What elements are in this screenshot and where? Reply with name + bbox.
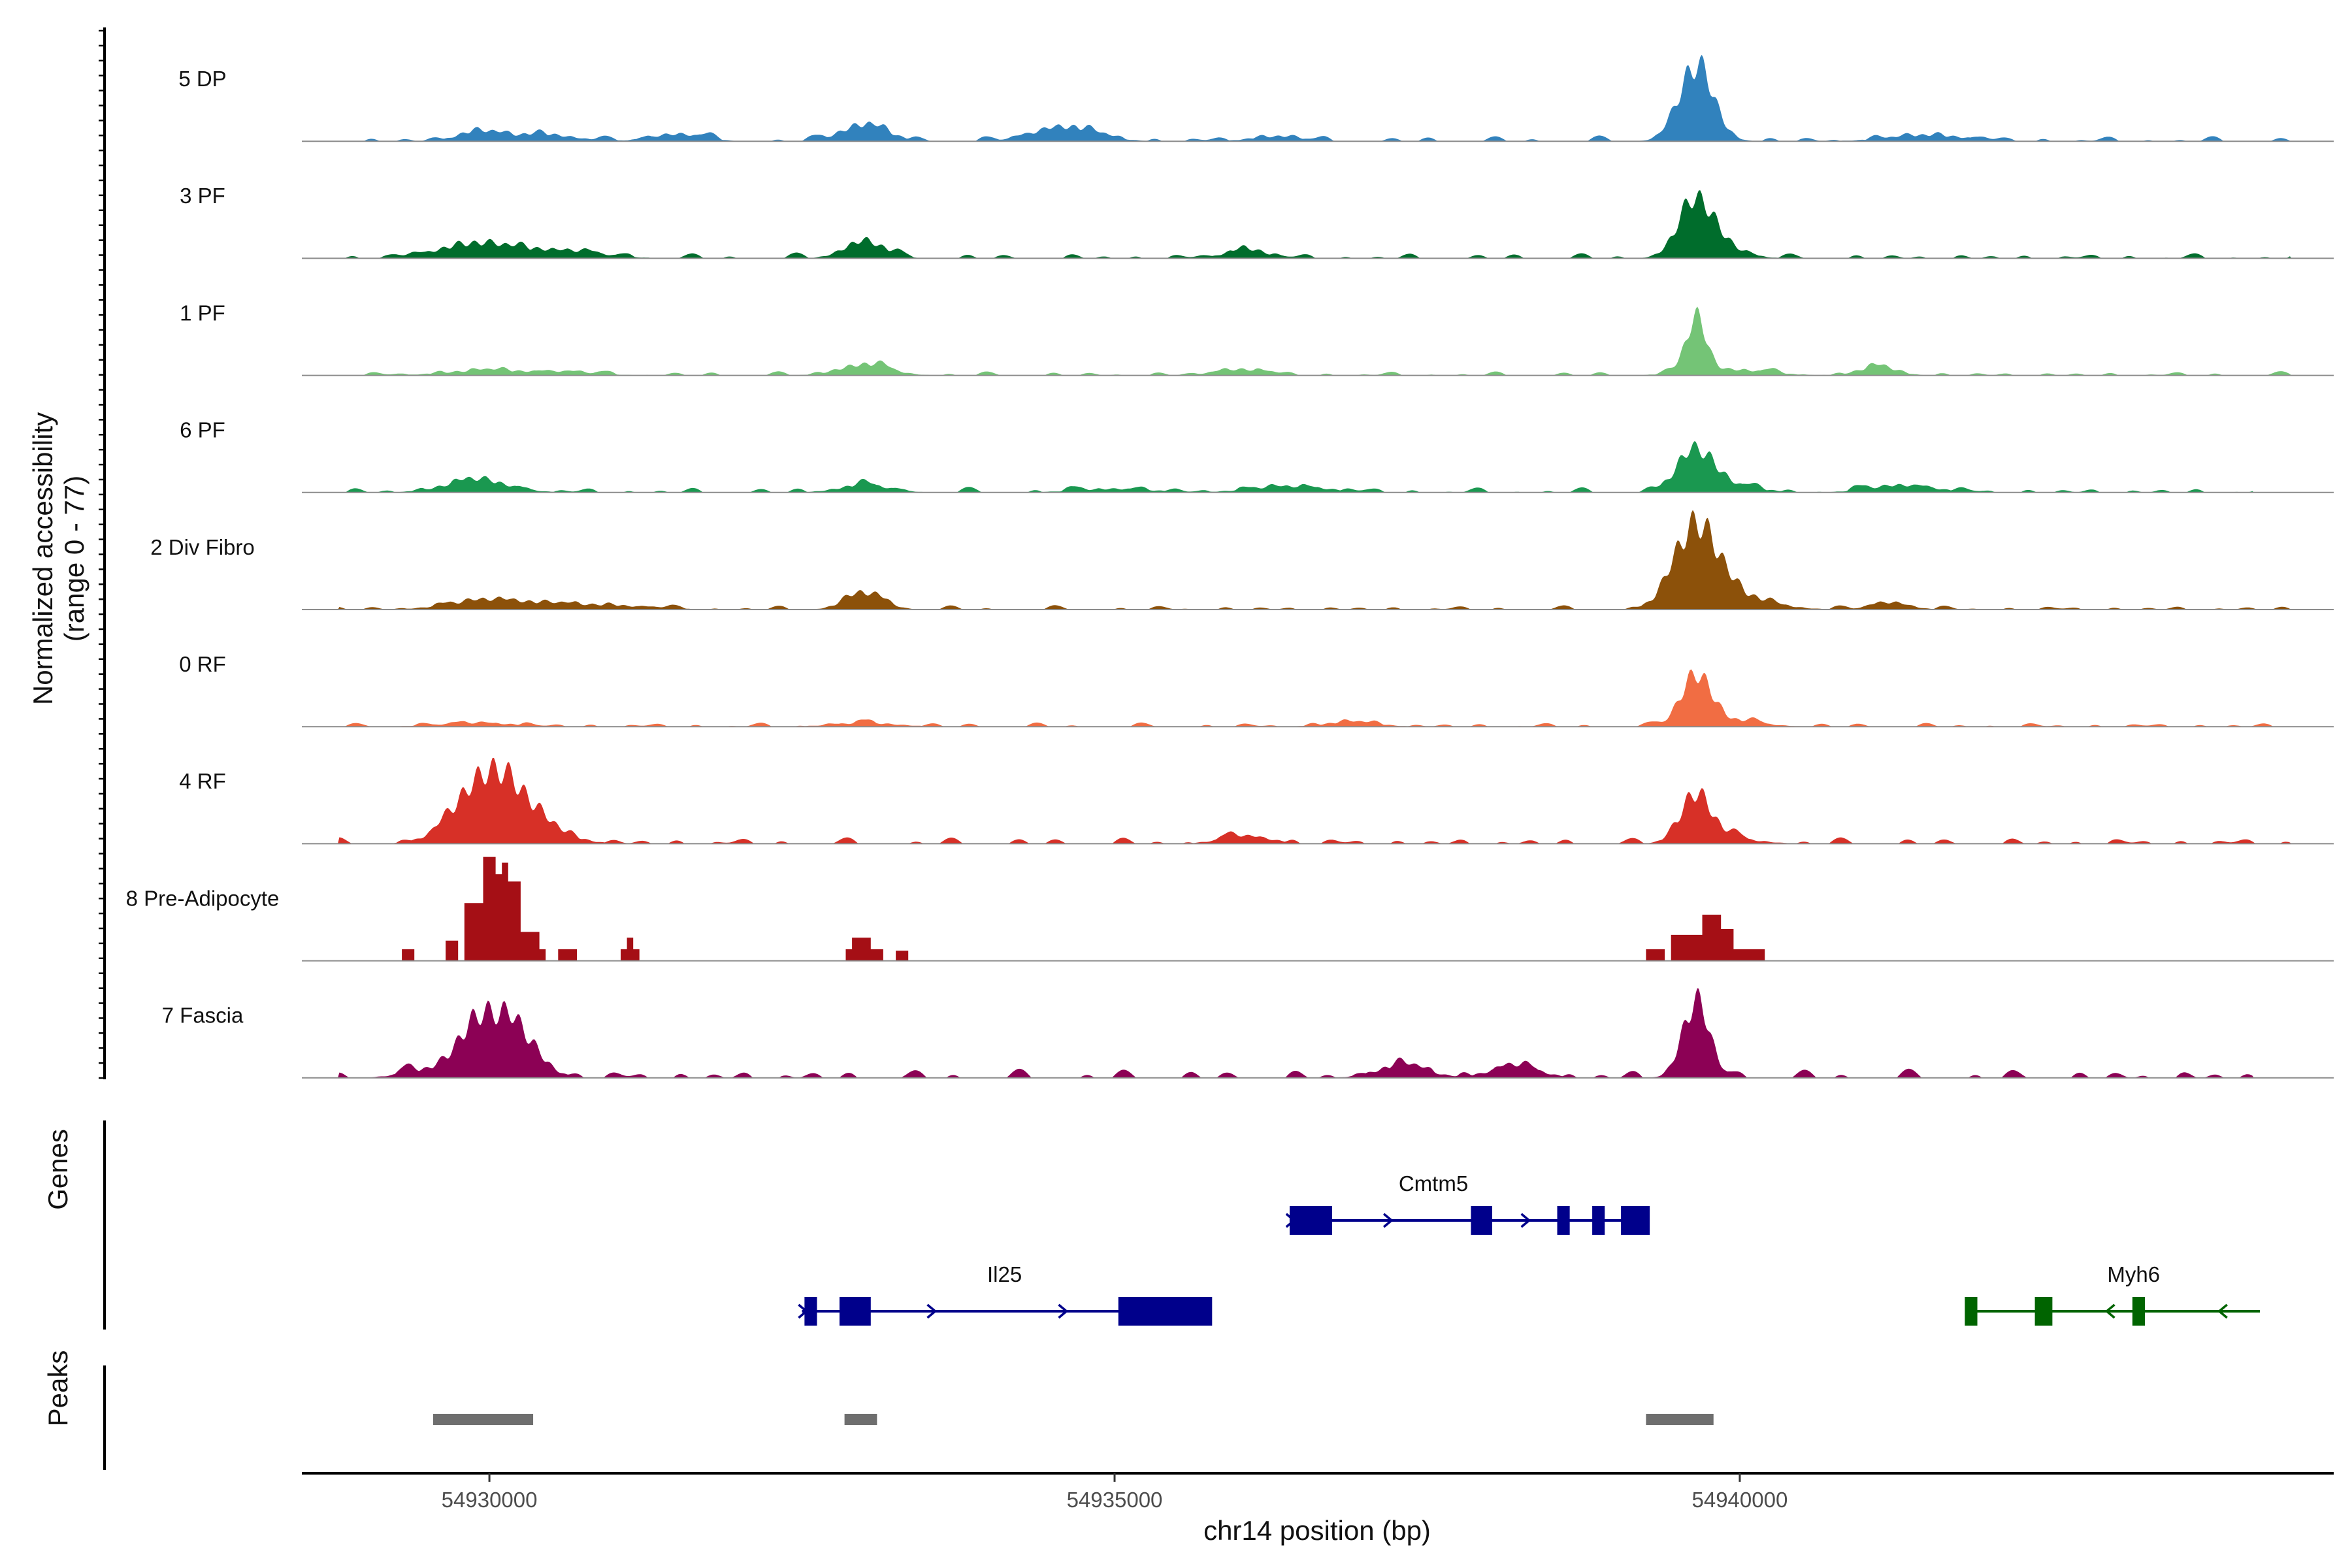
track-label: 6 PF: [180, 418, 225, 442]
track-6-pf: 6 PF: [180, 418, 2334, 493]
gene-exon: [1289, 1206, 1333, 1235]
coverage-tracks: 5 DP 3 PF 1 PF 6 PF 2 Div Fibro 0 RF 4 RF 8 Pre…: [126, 54, 2334, 1079]
track-label: 4 RF: [179, 769, 226, 793]
coverage-area: [302, 757, 2334, 844]
gene-exon: [1557, 1206, 1570, 1235]
track-2-div-fibro: 2 Div Fibro: [150, 510, 2334, 610]
gene-exon: [1965, 1297, 1978, 1326]
strand-arrow: [798, 1303, 809, 1319]
coverage-area: [302, 54, 2334, 142]
coverage-area: [402, 857, 1765, 961]
coverage-area: [302, 988, 2334, 1078]
gene-exon: [1592, 1206, 1605, 1235]
strand-arrow: [2217, 1303, 2228, 1319]
strand-arrow: [2104, 1303, 2115, 1319]
gene-name: Il25: [987, 1262, 1022, 1286]
gene-exon: [2034, 1297, 2053, 1326]
y-axis-title: Normalized accessibility (range 0 - 77): [27, 412, 90, 705]
gene-name: Cmtm5: [1399, 1171, 1468, 1196]
peak-region: [433, 1414, 534, 1425]
strand-arrow: [926, 1303, 938, 1319]
x-axis: 54930000 54935000 54940000 chr14 position …: [302, 1472, 2334, 1546]
strand-arrow: [1382, 1213, 1394, 1228]
x-tick-label: 54930000: [442, 1488, 538, 1512]
gene-exon: [2132, 1297, 2146, 1326]
track-8-pre-adipocyte: 8 Pre-Adipocyte: [126, 857, 2334, 962]
coverage-y-axis: [99, 27, 106, 1079]
peak-region: [1646, 1414, 1714, 1425]
track-label: 2 Div Fibro: [150, 535, 255, 559]
track-label: 8 Pre-Adipocyte: [126, 886, 280, 910]
track-label: 0 RF: [179, 652, 226, 676]
coverage-area: [302, 510, 2334, 610]
track-label: 5 DP: [178, 67, 226, 91]
peaks-panel: Peaks: [42, 1350, 1714, 1470]
gene-il25: Il25: [798, 1262, 1213, 1326]
track-4-rf: 4 RF: [179, 757, 2334, 845]
peaks-panel-title: Peaks: [42, 1350, 73, 1427]
peak-region: [844, 1414, 877, 1425]
strand-arrow: [1285, 1213, 1296, 1228]
peak-regions: [433, 1414, 1714, 1425]
track-5-dp: 5 DP: [178, 54, 2334, 142]
gene-exon: [1621, 1206, 1650, 1235]
gene-exon: [839, 1297, 871, 1326]
y-axis-title-line1: Normalized accessibility: [27, 412, 58, 705]
gene-models: Cmtm5 Il25 Myh6: [798, 1171, 2261, 1326]
track-0-rf: 0 RF: [179, 652, 2334, 728]
track-1-pf: 1 PF: [180, 301, 2334, 376]
coverage-area: [302, 190, 2334, 259]
genes-panel-title: Genes: [42, 1129, 73, 1210]
track-3-pf: 3 PF: [180, 184, 2334, 259]
track-label: 1 PF: [180, 301, 225, 325]
gene-myh6: Myh6: [1965, 1262, 2261, 1326]
gene-name: Myh6: [2107, 1262, 2160, 1286]
track-7-fascia: 7 Fascia: [162, 988, 2334, 1079]
x-axis-ticks: 54930000 54935000 54940000: [442, 1473, 1788, 1512]
gene-exon: [1471, 1206, 1492, 1235]
x-tick-label: 54940000: [1692, 1488, 1788, 1512]
x-tick-label: 54935000: [1067, 1488, 1163, 1512]
gene-cmtm5: Cmtm5: [1285, 1171, 1650, 1235]
strand-arrow: [1520, 1213, 1531, 1228]
coverage-area: [302, 441, 2334, 493]
coverage-area: [302, 669, 2334, 727]
y-axis-title-line2: (range 0 - 77): [59, 476, 90, 642]
gene-exon: [804, 1297, 817, 1326]
track-label: 7 Fascia: [162, 1004, 244, 1028]
gene-exon: [1118, 1297, 1213, 1326]
coverage-area: [302, 306, 2334, 376]
strand-arrow: [1058, 1303, 1069, 1319]
track-label: 3 PF: [180, 184, 225, 208]
genes-panel: Genes Cmtm5 Il25 Myh6: [42, 1120, 2261, 1330]
x-axis-title: chr14 position (bp): [1203, 1515, 1431, 1546]
